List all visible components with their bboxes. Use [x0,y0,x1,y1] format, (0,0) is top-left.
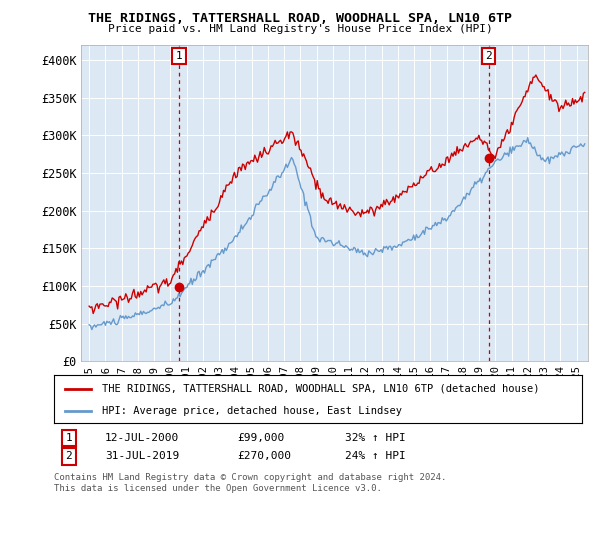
Text: THE RIDINGS, TATTERSHALL ROAD, WOODHALL SPA, LN10 6TP: THE RIDINGS, TATTERSHALL ROAD, WOODHALL … [88,12,512,25]
Text: 24% ↑ HPI: 24% ↑ HPI [345,451,406,461]
Text: 1: 1 [176,51,182,61]
Text: Contains HM Land Registry data © Crown copyright and database right 2024.: Contains HM Land Registry data © Crown c… [54,473,446,482]
Text: £270,000: £270,000 [237,451,291,461]
Text: 1: 1 [65,433,73,443]
Text: Price paid vs. HM Land Registry's House Price Index (HPI): Price paid vs. HM Land Registry's House … [107,24,493,34]
Text: 12-JUL-2000: 12-JUL-2000 [105,433,179,443]
Text: 2: 2 [485,51,492,61]
Text: 2: 2 [65,451,73,461]
Text: 32% ↑ HPI: 32% ↑ HPI [345,433,406,443]
Text: £99,000: £99,000 [237,433,284,443]
Text: This data is licensed under the Open Government Licence v3.0.: This data is licensed under the Open Gov… [54,484,382,493]
Text: 31-JUL-2019: 31-JUL-2019 [105,451,179,461]
Text: HPI: Average price, detached house, East Lindsey: HPI: Average price, detached house, East… [101,406,401,416]
Text: THE RIDINGS, TATTERSHALL ROAD, WOODHALL SPA, LN10 6TP (detached house): THE RIDINGS, TATTERSHALL ROAD, WOODHALL … [101,384,539,394]
